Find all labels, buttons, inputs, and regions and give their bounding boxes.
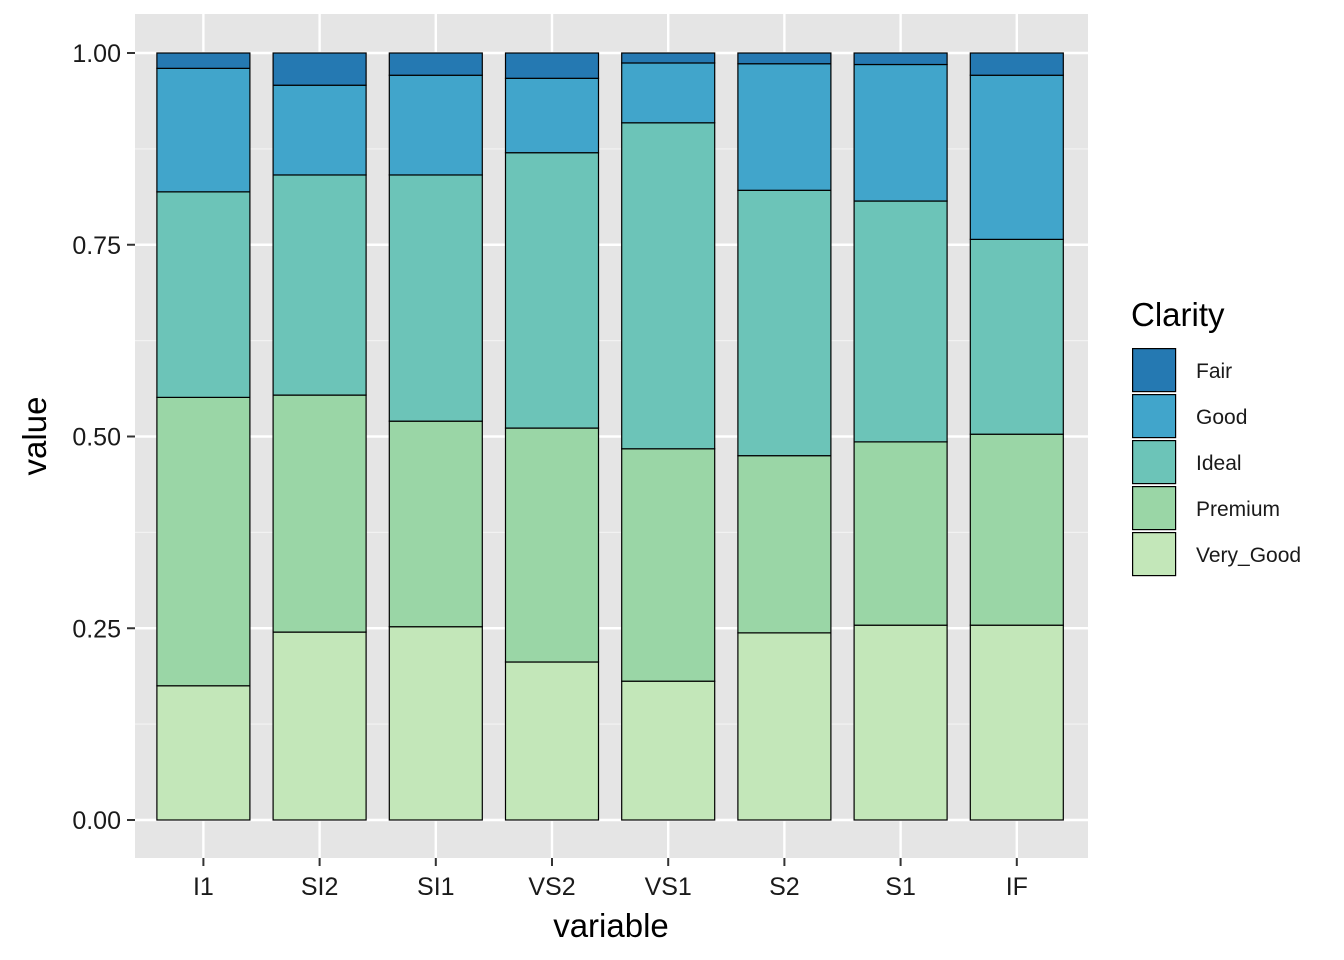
- bar-segment-s2-fair: [737, 52, 832, 65]
- y-tick-label: 0.25: [72, 615, 121, 643]
- y-tick-label: 0.50: [72, 424, 121, 452]
- bar-segment-s1-premium: [853, 441, 948, 626]
- legend-label: Very_Good: [1196, 544, 1301, 567]
- x-axis: I1 SI2 SI1 VS2 VS1 S2 S1 IF: [193, 858, 1028, 901]
- bar-segment-s2-ideal: [737, 189, 832, 457]
- legend-swatch-very-good: [1131, 531, 1177, 577]
- bar-segment-si1-good: [388, 74, 483, 176]
- y-tick-label: 0.75: [72, 232, 121, 260]
- bar-segment-vs1-fair: [621, 52, 716, 64]
- x-tick-label: VS1: [645, 873, 692, 901]
- bar-segment-vs1-good: [621, 62, 716, 124]
- bar-segment-if-very-good: [969, 624, 1064, 821]
- x-tick-label: I1: [193, 873, 214, 901]
- bar-segment-s2-very-good: [737, 632, 832, 821]
- bar-segment-si1-fair: [388, 52, 483, 76]
- bar-segment-if-fair: [969, 52, 1064, 76]
- bar-segment-vs2-ideal: [504, 152, 600, 429]
- bar-segment-s1-fair: [853, 52, 948, 66]
- y-tick-label: 0.00: [72, 807, 121, 835]
- bar-segment-i1-fair: [156, 52, 251, 69]
- bar-segment-vs1-ideal: [621, 122, 716, 450]
- bars: [156, 52, 1064, 821]
- bar-segment-if-premium: [969, 433, 1064, 626]
- x-tick-label: VS2: [528, 873, 575, 901]
- x-tick-label: SI1: [417, 873, 455, 901]
- x-tick-label: IF: [1006, 873, 1028, 901]
- legend-label: Ideal: [1196, 452, 1242, 475]
- legend-swatch-good: [1131, 394, 1177, 439]
- legend-swatch-premium: [1131, 486, 1177, 531]
- bar-segment-si2-good: [272, 84, 367, 176]
- x-tick-label: S2: [769, 873, 800, 901]
- bar-segment-vs1-very-good: [621, 680, 716, 821]
- legend-label: Premium: [1196, 498, 1280, 521]
- x-tick-label: S1: [885, 873, 916, 901]
- bar-segment-s2-premium: [737, 455, 832, 634]
- bar-segment-si2-premium: [272, 394, 367, 633]
- y-axis: 0.00 0.25 0.50 0.75 1.00: [72, 40, 135, 835]
- legend: Clarity Fair Good Ideal Premium Very_Good: [1131, 296, 1301, 577]
- bar-segment-s2-good: [737, 63, 832, 191]
- legend-swatch-ideal: [1131, 440, 1177, 485]
- x-axis-title: variable: [553, 907, 669, 944]
- bar-segment-vs2-good: [504, 77, 600, 154]
- y-axis-title: value: [16, 397, 53, 476]
- bar-segment-if-good: [969, 74, 1064, 240]
- bar-segment-vs2-very-good: [504, 661, 600, 821]
- bar-segment-si2-fair: [272, 52, 367, 86]
- bar-segment-s1-good: [853, 63, 948, 202]
- legend-items: Fair Good Ideal Premium Very_Good: [1131, 348, 1301, 577]
- y-tick-label: 1.00: [72, 40, 121, 68]
- bar-segment-i1-very-good: [156, 685, 251, 821]
- bar-segment-vs1-premium: [621, 448, 716, 682]
- legend-title: Clarity: [1131, 296, 1225, 333]
- bar-segment-vs2-premium: [504, 427, 600, 663]
- bar-segment-si2-very-good: [272, 631, 367, 821]
- bar-segment-i1-good: [156, 67, 251, 193]
- bar-segment-si2-ideal: [272, 174, 367, 396]
- bar-segment-si1-ideal: [388, 174, 483, 422]
- bar-segment-vs2-fair: [504, 52, 600, 79]
- bar-segment-if-ideal: [969, 238, 1064, 435]
- x-tick-label: SI2: [301, 873, 339, 901]
- bar-segment-si1-very-good: [388, 626, 483, 821]
- legend-label: Fair: [1196, 360, 1232, 383]
- bar-segment-s1-ideal: [853, 200, 948, 443]
- bar-segment-i1-ideal: [156, 191, 251, 398]
- legend-swatch-fair: [1131, 348, 1177, 393]
- bar-segment-si1-premium: [388, 420, 483, 628]
- legend-label: Good: [1196, 406, 1247, 429]
- bar-segment-s1-very-good: [853, 624, 948, 821]
- bar-segment-i1-premium: [156, 396, 251, 687]
